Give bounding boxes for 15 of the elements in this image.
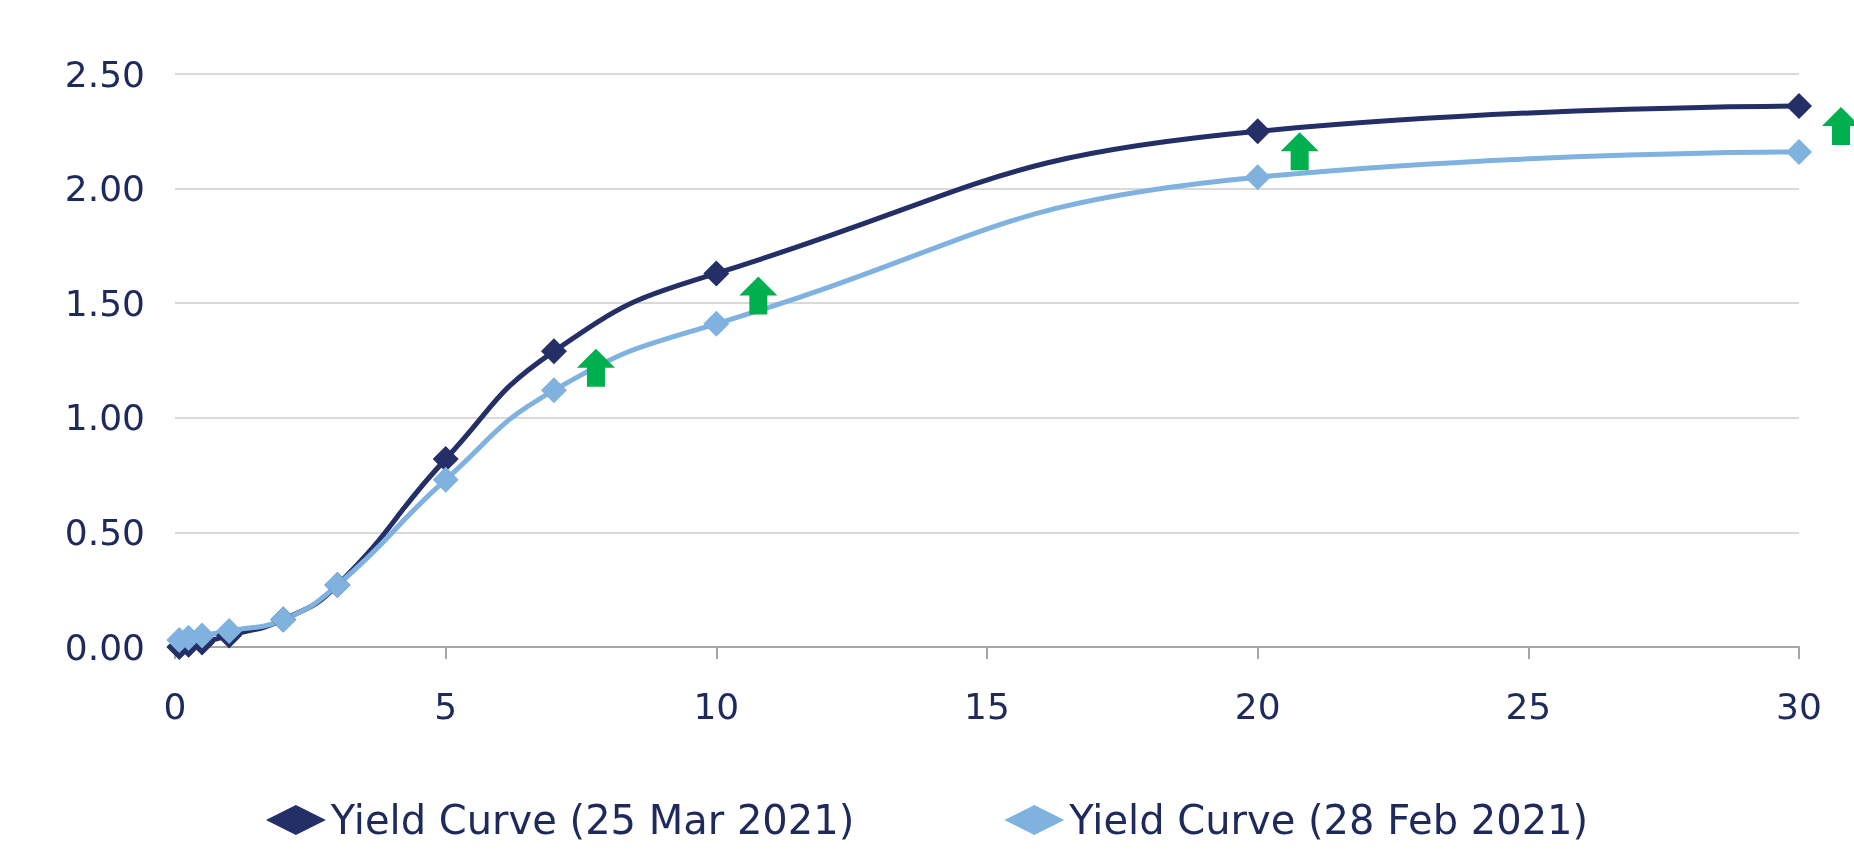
legend-label: Yield Curve (25 Mar 2021) xyxy=(329,797,855,843)
x-tick-label: 15 xyxy=(964,686,1010,727)
x-tick-label: 20 xyxy=(1234,686,1281,727)
legend-label: Yield Curve (28 Feb 2021) xyxy=(1068,797,1589,843)
y-tick-label: 2.50 xyxy=(64,53,145,95)
x-tick-label: 25 xyxy=(1505,686,1552,727)
y-tick-label: 1.50 xyxy=(64,282,145,324)
y-tick-label: 1.00 xyxy=(64,397,145,439)
y-tick-label: 0.00 xyxy=(64,626,145,668)
y-tick-label: 2.00 xyxy=(64,168,145,210)
x-tick-label: 5 xyxy=(434,686,458,727)
x-tick-label: 30 xyxy=(1776,686,1822,727)
x-tick-label: 10 xyxy=(693,686,740,727)
x-tick-label: 0 xyxy=(163,686,187,727)
y-tick-label: 0.50 xyxy=(64,511,145,553)
